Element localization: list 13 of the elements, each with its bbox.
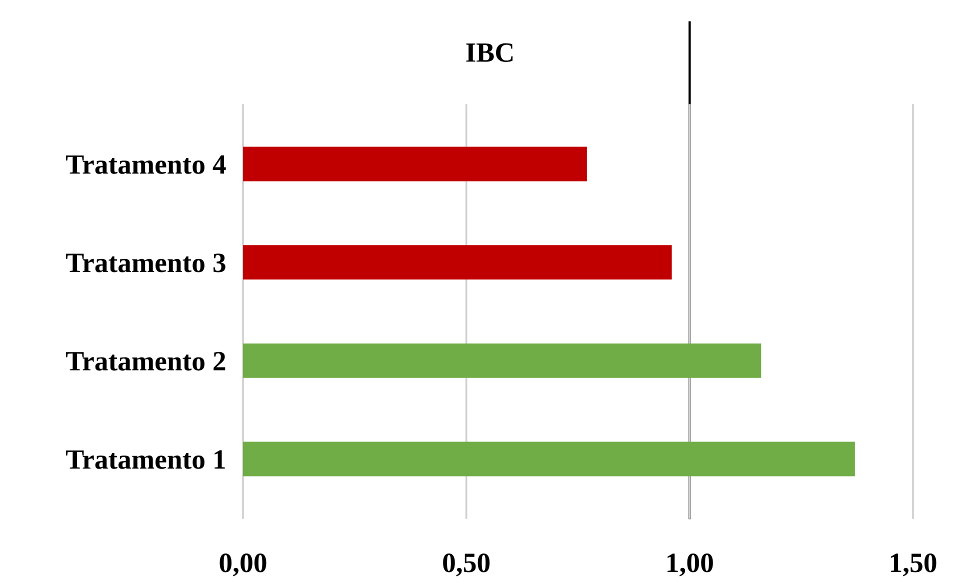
x-tick-label: 1,00 [668, 554, 713, 576]
x-tick-label: 0,00 [220, 554, 266, 576]
bar [243, 146, 587, 182]
bar [243, 343, 762, 378]
y-tick-label: Tratamento 2 [66, 352, 226, 371]
bar [243, 245, 672, 280]
y-tick-label: Tratamento 1 [66, 450, 225, 469]
bar [243, 442, 855, 476]
y-tick-label: Tratamento 3 [66, 254, 226, 272]
chart-title: IBC [466, 43, 513, 62]
y-tick-label: Tratamento 4 [66, 155, 226, 174]
x-tick-label: 0,50 [443, 554, 490, 576]
x-tick-label: 1,50 [890, 554, 936, 576]
